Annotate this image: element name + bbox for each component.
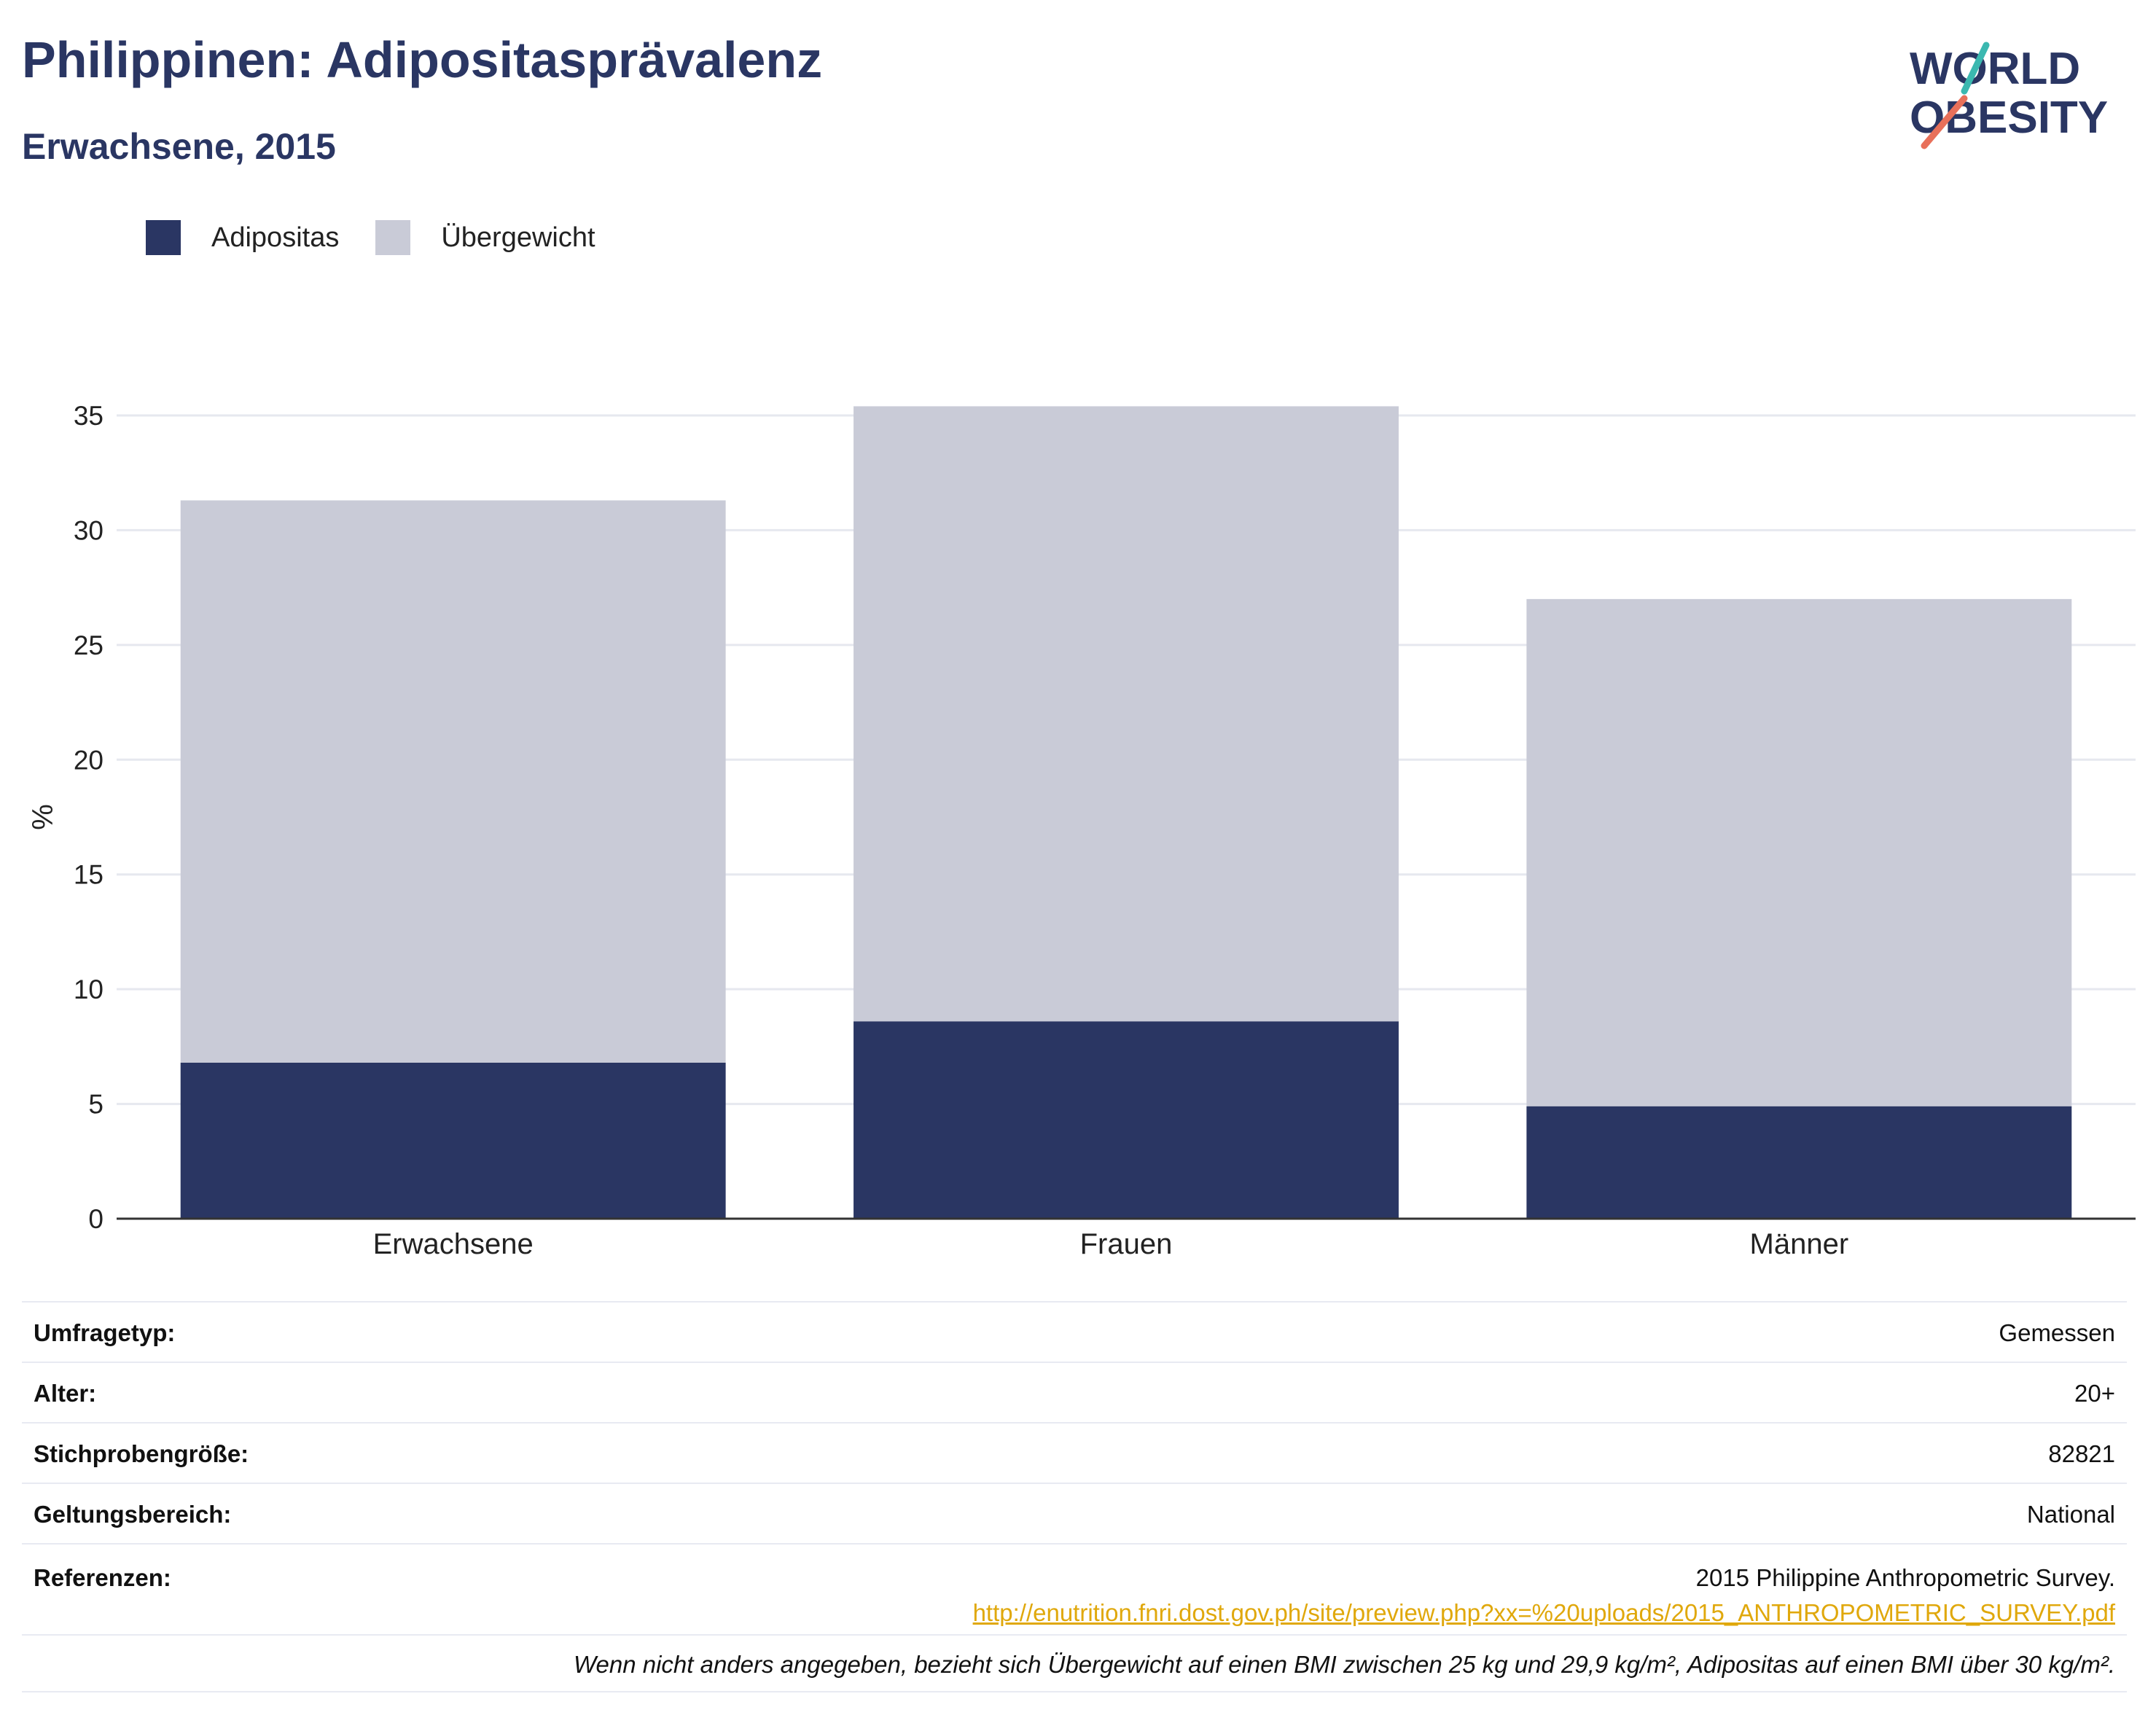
bar-chart: 0 5 10 15 20 25 30 35% Erwachsene Frauen Männer: [27, 401, 2136, 1260]
bar-adipositas-0: [180, 1062, 726, 1219]
y-axis-label: %: [27, 804, 59, 830]
x-tick-label: Männer: [1750, 1228, 1849, 1260]
world-obesity-logo: WORLD OBESITY: [1910, 42, 2108, 149]
logo-line-2: OBESITY: [1910, 93, 2108, 143]
y-tick-label: 5: [88, 1090, 103, 1120]
bar-uebergewicht-1: [854, 406, 1399, 1022]
y-tick-label: 0: [88, 1204, 103, 1234]
legend-label-adipositas: Adipositas: [211, 222, 340, 253]
bar-adipositas-2: [1526, 1106, 2072, 1219]
logo-line-1: WORLD: [1910, 44, 2080, 94]
info-value: 20+: [2074, 1380, 2115, 1407]
legend-item-adipositas[interactable]: Adipositas: [146, 220, 339, 255]
logo-slash-bottom: [1921, 95, 1968, 149]
info-key: Geltungsbereich:: [34, 1501, 232, 1528]
info-key: Alter:: [34, 1380, 97, 1407]
info-row-sample-size: Stichprobengröße: 82821: [22, 1422, 2127, 1483]
chart-legend: Adipositas Übergewicht: [146, 219, 632, 257]
page-subtitle: Erwachsene, 2015: [22, 126, 336, 167]
x-tick-label: Erwachsene: [373, 1228, 534, 1260]
page-title: Philippinen: Adipositasprävalenz: [22, 31, 823, 88]
y-tick-label: 30: [74, 515, 103, 545]
reference-link[interactable]: http://enutrition.fnri.dost.gov.ph/site/…: [972, 1599, 2115, 1626]
legend-item-uebergewicht[interactable]: Übergewicht: [375, 220, 595, 255]
info-row-references: Referenzen: 2015 Philippine Anthropometr…: [22, 1543, 2127, 1634]
bar-adipositas-1: [854, 1021, 1399, 1219]
info-table: Umfragetyp: Gemessen Alter: 20+ Stichpro…: [22, 1301, 2127, 1692]
info-row-age: Alter: 20+: [22, 1362, 2127, 1422]
info-value: National: [2026, 1501, 2115, 1528]
x-tick-label: Frauen: [1080, 1228, 1173, 1260]
legend-swatch-adipositas: [146, 220, 181, 255]
y-tick-label: 20: [74, 745, 103, 775]
bar-uebergewicht-0: [180, 500, 726, 1063]
info-value: Gemessen: [1999, 1319, 2115, 1346]
info-row-survey-type: Umfragetyp: Gemessen: [22, 1301, 2127, 1362]
legend-label-uebergewicht: Übergewicht: [441, 222, 595, 253]
y-tick-label: 25: [74, 630, 103, 660]
definition-note: Wenn nicht anders angegeben, bezieht sic…: [22, 1634, 2127, 1692]
y-tick-label: 10: [74, 975, 103, 1004]
references-value: 2015 Philippine Anthropometric Survey. h…: [973, 1561, 2115, 1630]
info-key: Referenzen:: [34, 1564, 171, 1591]
y-tick-label: 15: [74, 860, 103, 890]
info-key: Umfragetyp:: [34, 1319, 176, 1346]
info-key: Stichprobengröße:: [34, 1440, 249, 1467]
legend-swatch-uebergewicht: [375, 220, 411, 255]
y-tick-label: 35: [74, 401, 103, 431]
logo-slash-top: [1961, 42, 1990, 95]
definition-note-text: Wenn nicht anders angegeben, bezieht sic…: [573, 1651, 2115, 1678]
info-value: 82821: [2048, 1440, 2115, 1467]
reference-text: 2015 Philippine Anthropometric Survey.: [1695, 1564, 2115, 1591]
info-row-scope: Geltungsbereich: National: [22, 1483, 2127, 1543]
bar-uebergewicht-2: [1526, 598, 2072, 1106]
